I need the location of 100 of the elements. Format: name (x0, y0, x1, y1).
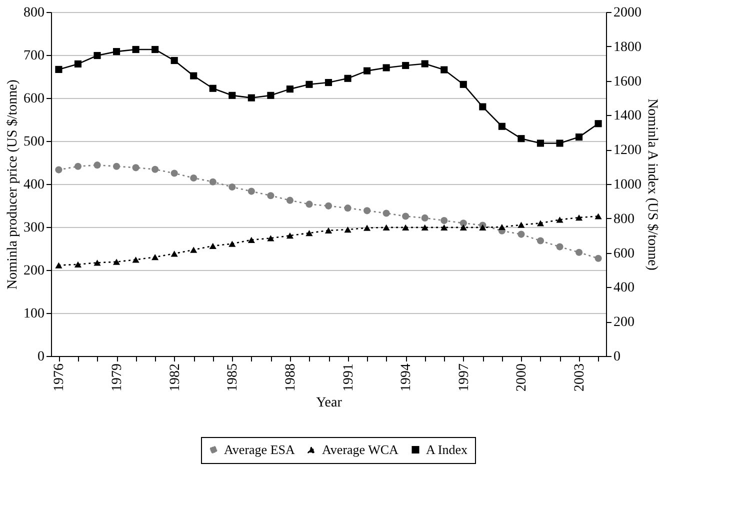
point (479, 224, 486, 230)
point (344, 204, 352, 212)
y2-tick-label: 1400 (614, 108, 642, 124)
point (94, 162, 101, 169)
y-tick-label: 100 (24, 306, 44, 322)
point (74, 261, 82, 268)
y2-axis-title: Nominla A index (US $/tonne) (644, 98, 660, 271)
point (518, 230, 525, 238)
point (575, 134, 583, 141)
point (55, 66, 62, 73)
point (112, 162, 120, 170)
point (556, 216, 564, 223)
point (364, 207, 371, 214)
y2-tick-label: 0 (614, 350, 620, 364)
point (440, 66, 448, 74)
point (575, 248, 583, 256)
legend-label: A Index (426, 442, 468, 457)
point (460, 220, 467, 227)
x-axis-title: Year (316, 396, 342, 410)
point (498, 224, 506, 230)
point (267, 192, 274, 200)
point (248, 94, 255, 102)
x-tick-label: 1979 (110, 364, 126, 392)
point (306, 200, 313, 208)
point (228, 92, 236, 99)
y-tick-label: 200 (24, 264, 44, 278)
point (286, 232, 294, 239)
point (536, 237, 544, 244)
point (594, 254, 602, 262)
point (382, 210, 390, 217)
point (575, 214, 583, 221)
point (556, 140, 564, 147)
point (248, 188, 255, 195)
point (152, 254, 159, 260)
y2-tick-label: 1200 (614, 143, 642, 158)
point (209, 242, 216, 249)
point (440, 224, 448, 230)
y-tick-label: 300 (24, 220, 44, 236)
x-tick-label: 2000 (514, 364, 530, 392)
point (74, 162, 82, 170)
point (170, 170, 178, 177)
point (190, 246, 198, 253)
point (94, 260, 101, 266)
point (364, 224, 371, 231)
y-tick-label: 700 (24, 48, 44, 64)
point (536, 220, 544, 226)
x-tick-label: 1976 (52, 364, 68, 392)
point (421, 214, 428, 222)
point (190, 174, 198, 182)
x-tick-label: 1991 (341, 364, 356, 392)
point (382, 64, 390, 72)
point (267, 235, 274, 242)
y-tick-label: 0 (38, 350, 44, 364)
legend-label: Average WCA (322, 442, 400, 457)
x-tick-label: 1982 (168, 364, 183, 392)
point (594, 213, 602, 220)
point (190, 72, 198, 80)
point (324, 202, 332, 210)
y-tick-label: 800 (24, 6, 44, 20)
point (228, 183, 236, 191)
x-tick-label: 2003 (572, 364, 588, 392)
point (286, 86, 294, 93)
point (55, 262, 62, 268)
point (518, 135, 525, 142)
point (306, 230, 313, 236)
x-tick-label: 1988 (283, 364, 298, 392)
point (518, 222, 525, 228)
point (421, 60, 428, 68)
y-axis-title: Nominla producer price (US $/tonne) (6, 79, 20, 290)
point (286, 196, 294, 204)
x-tick-label: 1997 (456, 364, 472, 392)
point (170, 56, 178, 64)
x-tick-label: 1994 (399, 364, 414, 392)
point (556, 243, 564, 250)
point (55, 166, 62, 174)
point (402, 62, 410, 70)
point (209, 178, 216, 186)
y-tick-label: 600 (24, 92, 44, 106)
point (344, 226, 352, 233)
point (460, 224, 467, 230)
y2-tick-label: 1000 (614, 178, 642, 192)
point (132, 256, 140, 263)
point (594, 120, 602, 128)
point (74, 60, 82, 68)
point (112, 48, 120, 56)
y2-tick-label: 1800 (614, 40, 642, 55)
y2-tick-label: 600 (614, 246, 634, 262)
point (152, 46, 159, 54)
point (421, 224, 428, 230)
point (536, 140, 544, 147)
point (460, 80, 467, 88)
point (324, 227, 332, 234)
point (324, 78, 332, 86)
point (132, 164, 140, 172)
y2-tick-label: 400 (614, 280, 634, 296)
y2-tick-label: 200 (614, 315, 634, 330)
point (228, 240, 236, 247)
point (112, 258, 120, 265)
point (402, 224, 410, 230)
y2-tick-label: 800 (614, 212, 634, 227)
